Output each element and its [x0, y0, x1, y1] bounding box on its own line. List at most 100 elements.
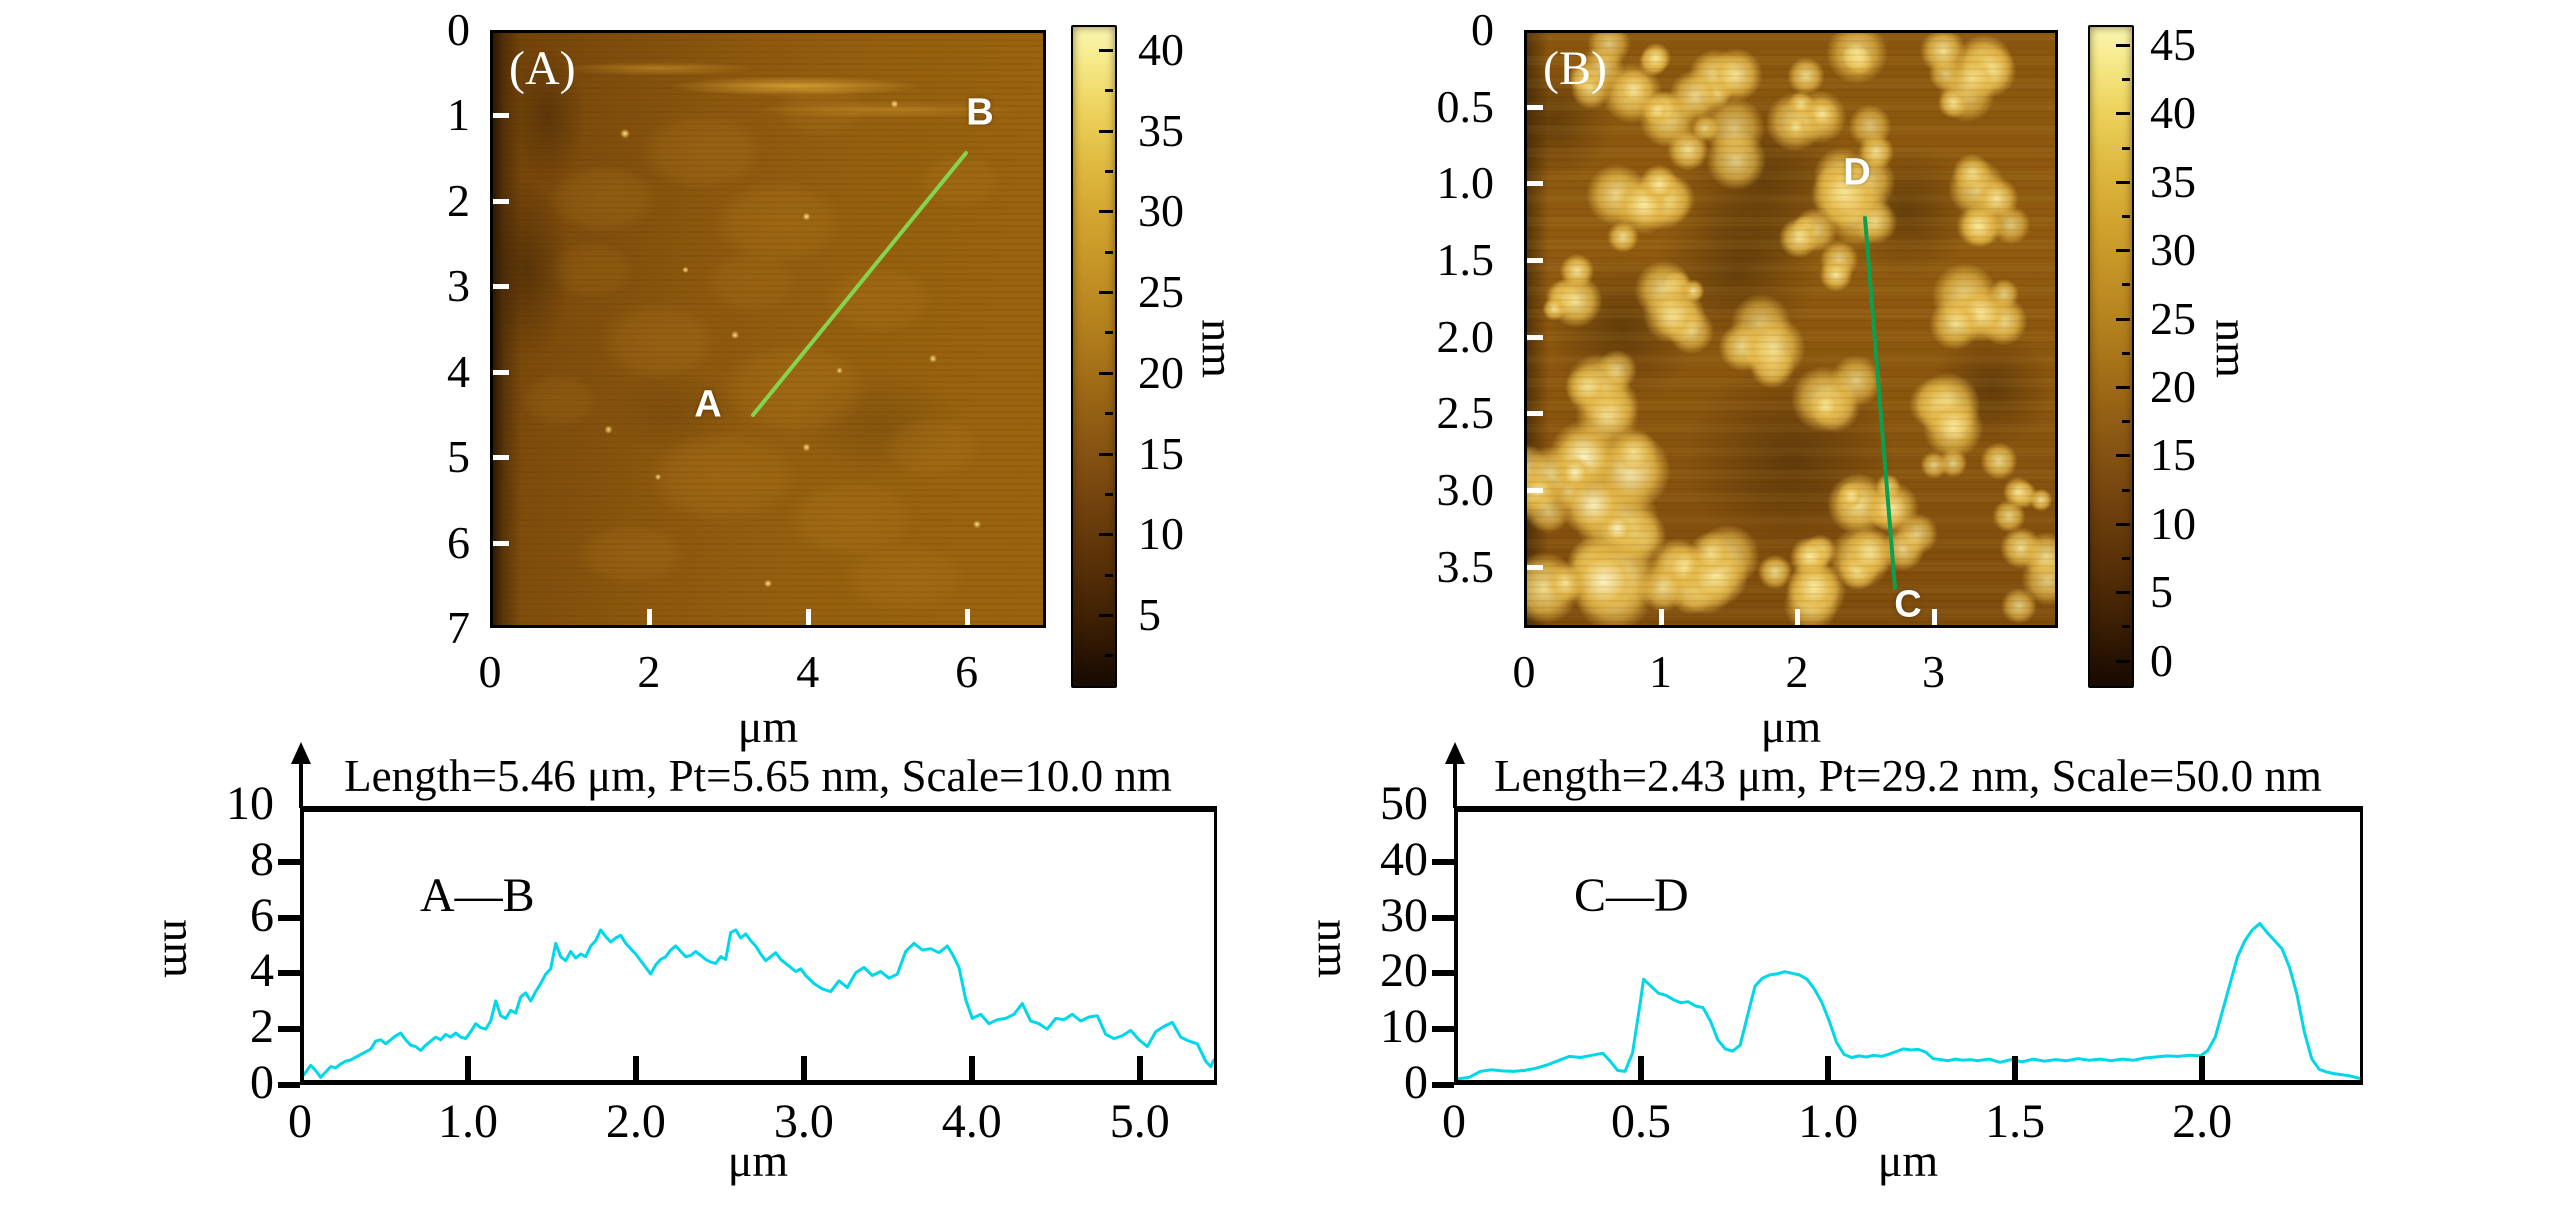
profile-cd-y-tick: [1432, 1082, 1454, 1088]
profile-cd-y-tick: [1432, 970, 1454, 977]
profile-cd-x-tick-label: 1.0: [1798, 1095, 1859, 1148]
panel-a-x-tick: [964, 609, 970, 625]
profile-ab-y-tick: [278, 858, 300, 865]
colorbar-tick-label: 25: [1138, 266, 1184, 318]
colorbar-tick-label: 0: [2150, 634, 2173, 686]
colorbar-major-tick: [1099, 291, 1113, 295]
panel-a-y-tick-label: 4: [447, 345, 470, 397]
panel-b-y-tick-label: 2.0: [1436, 310, 1495, 362]
colorbar-major-tick: [2116, 249, 2130, 253]
profile-ab-x-tick-label: 1.0: [437, 1095, 498, 1148]
profile-cd-y-tick-label: 20: [1380, 944, 1428, 998]
colorbar-major-tick: [1099, 49, 1113, 52]
panel-a-y-tick: [493, 540, 509, 546]
profile-cd-x-tick: [2012, 1056, 2019, 1080]
colorbar-major-tick: [1099, 533, 1113, 537]
profile-ab-x-tick-label: 5.0: [1109, 1095, 1170, 1148]
colorbar-major-tick: [2116, 591, 2130, 595]
panel-b-y-tick: [1527, 104, 1543, 110]
colorbar-major-tick: [1099, 371, 1113, 375]
afm-texture-b: [1527, 33, 2055, 625]
profile-ab-y-tick-label: 0: [250, 1056, 274, 1109]
panel-b-x-tick-label: 3: [1922, 646, 1945, 697]
colorbar-major-tick: [2116, 659, 2130, 663]
profile-ab-yaxis-arrow-stem: [299, 760, 303, 808]
colorbar-tick-label: 30: [1138, 185, 1184, 237]
colorbar-minor-tick: [2122, 215, 2130, 218]
profile-cd-polyline: [1458, 922, 2360, 1080]
panel-a-x-tick-label: 2: [637, 646, 661, 697]
colorbar-minor-tick: [2122, 557, 2130, 560]
profile-cd-x-tick-label: 0.5: [1611, 1095, 1672, 1148]
measurement-line: [1863, 216, 1897, 590]
panel-a-x-tick-label: 0: [478, 646, 502, 697]
panel-b-y-tick: [1527, 487, 1543, 493]
measurement-line: [751, 151, 968, 417]
profile-cd-y-tick-label: 30: [1380, 888, 1428, 942]
panel-a-x-tick: [646, 609, 652, 625]
panel-b-y-tick: [1527, 334, 1543, 340]
profile-ab-x-tick-label: 4.0: [941, 1095, 1002, 1148]
colorbar-minor-tick: [1105, 89, 1113, 93]
afm-image-panel-b: (B) C D: [1524, 30, 2058, 628]
colorbar-minor-tick: [2122, 351, 2130, 355]
colorbar-tick-label: 45: [2150, 19, 2196, 70]
profile-ab-x-tick: [1136, 1056, 1143, 1080]
colorbar-minor-tick: [1105, 654, 1113, 658]
panel-b-y-tick: [1527, 411, 1543, 417]
colorbar-minor-tick: [1105, 250, 1113, 254]
colorbar-tick-label: 20: [1138, 346, 1184, 398]
panel-a-y-tick: [493, 284, 509, 290]
afm-image-panel-a: (A) A B: [490, 30, 1046, 628]
profile-ab-annotation: A—B: [420, 869, 535, 922]
profile-cd-y-tick-label: 40: [1380, 832, 1428, 886]
profile-ab-x-tick: [464, 1056, 471, 1080]
panel-a-tag: (A): [509, 42, 576, 95]
profile-cd-title: Length=2.43 μm, Pt=29.2 nm, Scale=50.0 n…: [1494, 751, 2322, 801]
profile-cd-y-tick-label: 0: [1404, 1056, 1428, 1109]
profile-cd-y-tick-label: 10: [1380, 1000, 1428, 1054]
point-label-b: B: [966, 91, 994, 134]
panel-b-y-tick-label: 1.5: [1436, 233, 1495, 285]
profile-ab-title: Length=5.46 μm, Pt=5.65 nm, Scale=10.0 n…: [344, 751, 1172, 801]
profile-ab-x-tick: [968, 1056, 975, 1080]
panel-b-x-tick: [1658, 609, 1664, 625]
profile-cd-x-tick: [1638, 1056, 1645, 1080]
colorbar-tick-label: 10: [2150, 497, 2196, 549]
panel-a-y-tick-label: 0: [447, 4, 470, 55]
panel-b-y-tick-label: 2.5: [1436, 387, 1495, 439]
colorbar-major-tick: [1099, 452, 1113, 456]
panel-b-y-tick: [1527, 181, 1543, 187]
colorbar-tick-label: 25: [2150, 292, 2196, 344]
panel-b-x-tick-label: 1: [1649, 646, 1672, 697]
colorbar-minor-tick: [1105, 412, 1113, 416]
profile-cd-yaxis-arrow-stem: [1453, 760, 1457, 808]
colorbar-major-tick: [2116, 386, 2130, 389]
panel-a-y-tick-label: 1: [447, 89, 470, 141]
profile-cd-x-tick: [1825, 1056, 1832, 1080]
colorbar-tick-label: 35: [2150, 155, 2196, 207]
colorbar-tick-label: 20: [2150, 361, 2196, 412]
profile-cd-x-tick-label: 1.5: [1985, 1095, 2046, 1148]
profile-ab-y-tick-label: 10: [226, 777, 274, 830]
colorbar-major-tick: [1099, 129, 1113, 133]
panel-a-y-tick: [493, 369, 509, 375]
panel-a-x-tick-label: 4: [796, 646, 820, 697]
profile-ab-x-tick-label: 3.0: [773, 1095, 834, 1148]
panel-b-x-tick-label: 2: [1785, 646, 1809, 697]
colorbar-major-tick: [1099, 613, 1113, 617]
profile-ab-x-tick: [632, 1056, 639, 1080]
panel-a-x-axis-unit: μm: [737, 701, 799, 752]
panel-b-y-tick: [1527, 257, 1543, 263]
panel-a-y-tick-label: 5: [447, 431, 470, 483]
profile-ab-x-tick-label: 0: [288, 1095, 312, 1148]
profile-cd-xlabel: μm: [1877, 1135, 1939, 1186]
profile-cd-plot-area: [1454, 806, 2363, 1085]
profile-cd-y-tick: [1432, 858, 1454, 865]
profile-ab-y-tick: [278, 1082, 300, 1088]
panel-b-y-tick-label: 0.5: [1436, 80, 1495, 132]
profile-ab-polyline: [304, 928, 1214, 1079]
colorbar-major-tick: [2116, 44, 2130, 47]
profile-ab-y-tick-label: 4: [250, 944, 274, 998]
colorbar-major-tick: [2116, 180, 2130, 184]
